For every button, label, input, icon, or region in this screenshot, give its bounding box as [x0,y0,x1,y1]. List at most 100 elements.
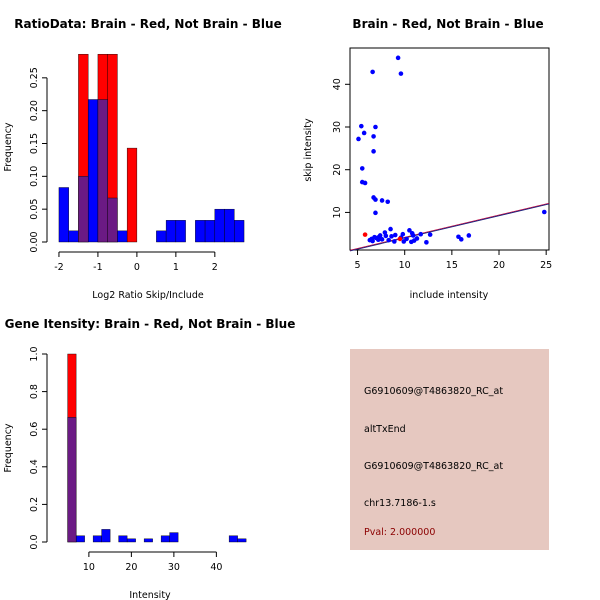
not-brain-point [411,238,417,243]
blue-bar [92,535,102,543]
y-tick-label: 20 [332,164,343,176]
not-brain-point [389,234,394,239]
y-tick-label: 0.4 [29,459,40,474]
probe-id-secondary: G6910609@T4863820_RC_at [364,461,504,472]
hist2-xlabel: Intensity [129,590,171,600]
not-brain-point [369,236,374,242]
red-bar [126,147,138,243]
blue-bar [160,535,170,543]
y-tick-label: 40 [332,78,343,90]
not-brain-point [458,237,464,242]
y-tick-label: 0.6 [29,422,40,437]
not-brain-point [427,232,433,237]
x-tick-label: 40 [210,562,222,573]
x-tick-label: -1 [93,262,102,273]
probe-id: G6910609@T4863820_RC_at [364,386,504,397]
ratio-histogram: -2 -1 0 1 2 0.00 0.05 0.10 0.15 0.20 0.25 [29,53,245,273]
x-tick-label: 10 [83,562,95,573]
not-brain-point [466,233,472,238]
not-brain-point [362,180,368,186]
blue-bar [118,535,128,543]
not-brain-point [385,199,391,205]
brain-point [362,232,368,237]
overlap-bar [67,417,77,543]
blue-bar [214,208,225,243]
y-tick-label: 0.15 [29,133,40,154]
blue-bar [228,535,238,543]
not-brain-point [392,232,398,238]
overlap-bar [97,99,108,243]
not-brain-point [386,237,391,243]
x-tick-label: 20 [493,260,505,271]
y-tick-label: 1.0 [29,346,40,361]
not-brain-point [401,239,407,244]
not-brain-point [371,149,376,154]
fit-line-brain [349,202,550,251]
blue-bar [165,220,177,243]
hist1-title: RatioData: Brain - Red, Not Brain - Blue [14,17,281,31]
overlap-bar [107,197,118,243]
blue-bar [156,230,167,243]
y-tick-label: 0.0 [29,534,40,549]
not-brain-point [383,233,389,239]
x-tick-label: 1 [173,262,179,273]
intensity-scatter: 5 10 15 20 25 10 20 30 40 [332,47,552,271]
blue-bar [87,99,99,243]
y-tick-label: 0.2 [29,497,40,512]
not-brain-point [373,197,378,202]
not-brain-point [424,240,429,245]
not-brain-point [541,209,547,215]
not-brain-point [371,134,376,139]
not-brain-point [377,233,383,238]
y-tick-label: 0.25 [29,67,40,88]
blue-bar [143,538,153,543]
blue-bar [195,220,206,243]
x-tick-label: 0 [134,262,140,273]
hist1-xlabel: Log2 Ratio Skip/Include [92,290,204,301]
scatter-title: Brain - Red, Not Brain - Blue [352,17,543,31]
not-brain-point [400,231,406,237]
x-tick-label: 10 [399,260,411,271]
x-tick-label: 5 [355,260,361,271]
not-brain-point [379,237,385,242]
plot-frame [349,47,550,251]
y-tick-label: 0.8 [29,384,40,399]
fit-line [349,203,550,252]
not-brain-point [359,166,365,171]
blue-bar [117,230,128,243]
not-brain-point [407,228,412,233]
not-brain-point [359,123,364,129]
gene-intensity-histogram: 10 20 30 40 0.0 0.2 0.4 0.6 0.8 1.0 [29,346,247,573]
not-brain-point [370,69,375,75]
blue-bar [204,220,216,243]
y-tick-label: 0.10 [29,166,40,187]
blue-bar [68,230,79,243]
y-tick-label: 0.05 [29,199,40,220]
y-tick-label: 0.20 [29,100,40,121]
not-brain-point [374,235,379,241]
not-brain-point [361,130,367,136]
pval-text: Pval: 2.000000 [364,527,436,538]
not-brain-point [379,198,385,203]
y-tick-label: 30 [332,121,343,133]
not-brain-point [388,226,393,232]
x-tick-label: 30 [168,562,180,573]
x-tick-label: 20 [125,562,137,573]
info-panel: G6910609@T4863820_RC_at altTxEnd G691060… [350,349,549,550]
blue-bar [101,529,111,543]
not-brain-point [373,210,378,216]
blue-bar [75,535,85,543]
not-brain-point [392,239,397,244]
scatter-xlabel: include intensity [410,290,489,301]
x-tick-label: 25 [540,260,552,271]
x-tick-label: -2 [54,262,63,273]
overlap-bar [78,176,89,243]
not-brain-point [398,71,404,76]
blue-bar [126,538,136,543]
hist2-title: Gene Itensity: Brain - Red, Not Brain - … [5,317,296,331]
event-type: altTxEnd [364,424,406,435]
blue-bar [169,532,179,543]
hist2-ylabel: Frequency [3,423,14,472]
hist1-ylabel: Frequency [3,122,14,171]
